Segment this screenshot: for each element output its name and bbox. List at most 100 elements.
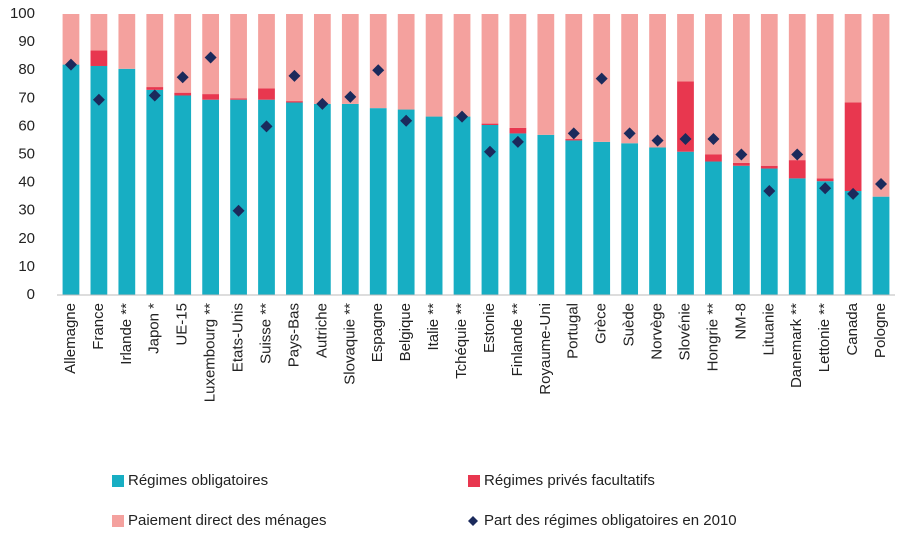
bar-segment [844, 14, 862, 103]
y-tick-label: 0 [27, 286, 35, 303]
x-tick-label: France [90, 303, 107, 350]
bar-segment [118, 68, 136, 295]
y-tick-label: 50 [18, 145, 35, 162]
bar-segment [174, 92, 192, 96]
bar-segment [425, 14, 443, 117]
bar-segment [341, 103, 359, 295]
bar-segment [816, 178, 834, 182]
bar-segment [313, 14, 331, 104]
bar-segment [732, 14, 750, 163]
bar-segment [732, 165, 750, 295]
marker [176, 71, 189, 84]
marker [875, 178, 888, 191]
bar-segment [90, 14, 108, 51]
bar-segment [760, 14, 778, 166]
x-tick-label: Slovaquie ** [341, 303, 358, 385]
bar-segment [677, 151, 694, 295]
bar-segment [62, 14, 80, 65]
bar-segment [230, 14, 247, 99]
y-tick-label: 60 [18, 117, 35, 134]
x-tick-label: Finlande ** [509, 303, 526, 377]
y-tick-label: 10 [18, 258, 35, 275]
bar-segment [760, 168, 778, 295]
marker [791, 148, 804, 161]
y-tick-label: 90 [18, 33, 35, 50]
marker [148, 89, 161, 102]
bar-segment [397, 109, 415, 295]
bar-segment [593, 141, 611, 295]
marker [400, 114, 413, 127]
bar-segment [844, 191, 862, 295]
bar-segment [258, 14, 275, 89]
legend-swatch [468, 475, 480, 487]
bar-segment [146, 14, 164, 88]
bar-segment [146, 87, 164, 90]
bar-segment [341, 14, 359, 104]
legend-marker [468, 516, 478, 526]
bar-segment [872, 14, 890, 197]
x-tick-label: Grèce [593, 303, 610, 344]
y-tick-label: 70 [18, 89, 35, 106]
bar-segment [202, 94, 220, 100]
bar-segment [230, 99, 247, 295]
marker [483, 145, 496, 158]
bar-segment [313, 103, 331, 295]
bar-segment [565, 14, 583, 140]
x-tick-label: Danemark ** [788, 303, 805, 388]
x-tick-label: Suisse ** [257, 303, 274, 364]
bar-segment [453, 116, 471, 295]
legend-label: Régimes privés facultatifs [484, 472, 655, 489]
x-tick-label: Autriche [313, 303, 330, 358]
bar-segment [90, 50, 108, 66]
bar-segment [286, 14, 303, 102]
x-tick-label: Allemagne [62, 303, 79, 374]
marker [511, 135, 524, 148]
x-tick-label: Irlande ** [118, 303, 135, 365]
bar-segment [537, 134, 555, 295]
bar-segment [481, 14, 499, 124]
bar-segment [369, 108, 387, 295]
marker [623, 127, 636, 140]
bar-segment [677, 81, 694, 152]
marker [651, 134, 664, 147]
x-tick-label: Japon * [146, 303, 163, 354]
bar-segment [453, 14, 471, 117]
bar-segment [509, 127, 527, 134]
bar-segment [872, 196, 890, 295]
x-tick-label: Slovénie [676, 303, 693, 361]
bar-segment [788, 14, 806, 161]
marker [567, 127, 580, 140]
marker [679, 133, 692, 146]
x-tick-label: Norvège [649, 303, 666, 360]
x-tick-label: Etats-Unis [230, 303, 247, 372]
bar-segment [788, 178, 806, 295]
bar-segment [509, 133, 527, 295]
marker [288, 69, 301, 82]
x-tick-label: Canada [844, 302, 861, 355]
x-tick-label: Luxembourg ** [202, 303, 219, 402]
bar-segment [286, 102, 303, 295]
x-tick-label: UE-15 [174, 303, 191, 346]
bar-segment [118, 14, 136, 69]
bar-segment [788, 160, 806, 179]
bar-segment [174, 14, 192, 93]
bar-segment [732, 162, 750, 166]
bar-segment [369, 14, 387, 109]
bar-segment [509, 14, 527, 128]
bar-segment [844, 102, 862, 192]
marker [344, 90, 357, 103]
bar-segment [816, 14, 834, 179]
bar-segment [565, 139, 583, 141]
bar-segment [481, 124, 499, 296]
marker [847, 187, 860, 200]
marker [64, 58, 77, 71]
y-tick-label: 20 [18, 230, 35, 247]
marker [372, 64, 385, 77]
bar-segment [677, 14, 694, 82]
legend-label: Part des régimes obligatoires en 2010 [484, 512, 737, 529]
bar-segment [705, 161, 722, 295]
x-tick-label: Tchéquie ** [453, 303, 470, 379]
bar-segment [565, 140, 583, 295]
legend-label: Paiement direct des ménages [128, 512, 326, 529]
